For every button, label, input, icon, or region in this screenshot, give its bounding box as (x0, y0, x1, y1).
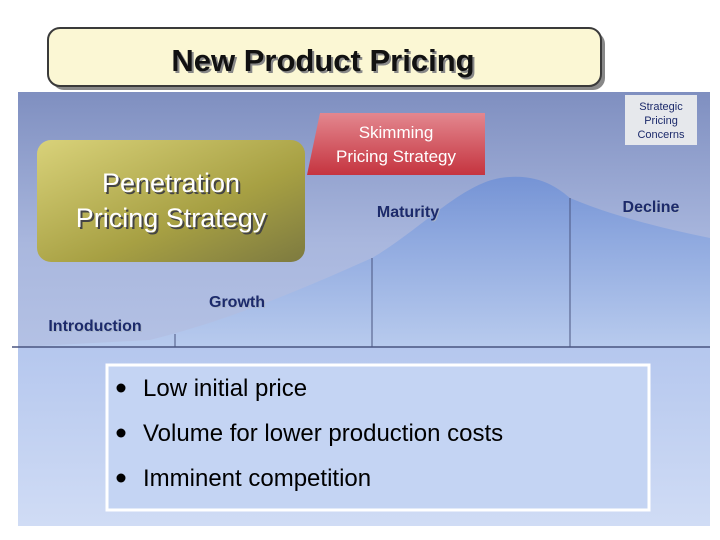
stage-shadow: Maturity (378, 205, 440, 222)
bullet-text: Volume for lower production costs (143, 420, 503, 447)
strategy-label: Skimming (359, 123, 434, 142)
strategy-shadow: Pricing Strategy (78, 205, 269, 235)
title-text-shadow: New Product Pricing (173, 45, 476, 80)
stage-shadow: Introduction (49, 319, 142, 336)
life-cycle-curve (18, 176, 710, 347)
stage-shadow: Decline (624, 200, 681, 217)
strategy-label: Pricing Strategy (76, 203, 267, 233)
title: New Product Pricing (171, 43, 474, 78)
penetration-box (37, 140, 305, 262)
title-box (47, 27, 602, 87)
bullet-dot (116, 383, 126, 393)
strategy-shadow: Penetration (104, 170, 242, 200)
stage-label: Maturity (377, 204, 439, 221)
bullet-text: Imminent competition (143, 465, 371, 492)
strategy-label: Penetration (102, 168, 240, 198)
bullet-box (105, 363, 651, 512)
corner-note: Strategic (639, 101, 683, 113)
skimming-box (307, 113, 485, 175)
corner-note: Concerns (637, 129, 685, 141)
stage-label: Introduction (48, 318, 141, 335)
strategy-label: Pricing Strategy (336, 147, 456, 166)
stage-label: Decline (623, 199, 680, 216)
corner-note: Pricing (644, 115, 678, 127)
corner-box (625, 95, 697, 145)
stage-shadow: Growth (210, 295, 266, 312)
bullet-dot (116, 473, 126, 483)
stage-label: Growth (209, 294, 265, 311)
bullet-dot (116, 428, 126, 438)
bullet-text: Low initial price (143, 375, 307, 402)
